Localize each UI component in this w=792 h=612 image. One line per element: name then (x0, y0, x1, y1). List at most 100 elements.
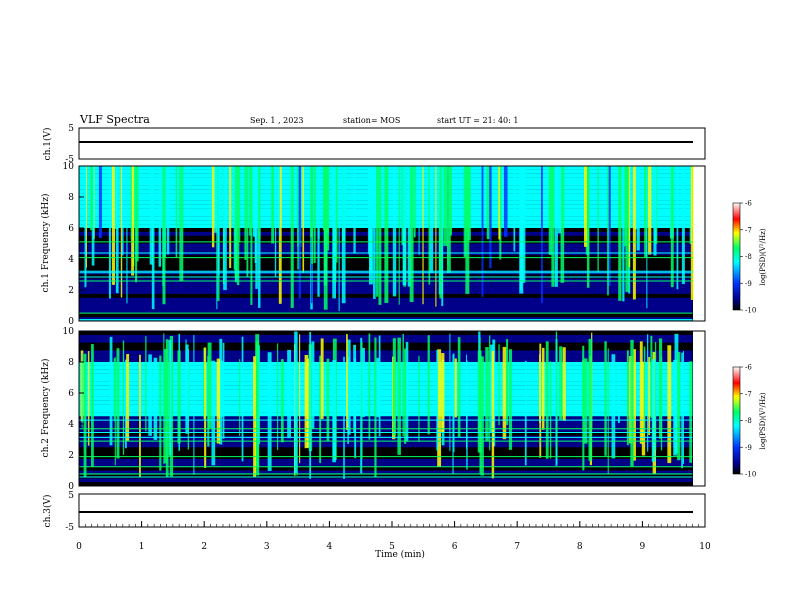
burst-mark (87, 351, 90, 446)
burst-mark (611, 354, 616, 459)
burst-mark (604, 341, 607, 456)
spectrogram-row (79, 431, 693, 436)
spectrogram-row (79, 362, 693, 366)
spectrogram-row (79, 443, 693, 448)
burst-mark (479, 337, 481, 474)
spectrogram-row (79, 338, 693, 343)
spectrogram-row (79, 416, 693, 421)
spectrogram-row (79, 393, 693, 397)
y-tick-label: 8 (68, 358, 74, 368)
burst-mark (162, 166, 166, 305)
burst-mark (362, 347, 365, 418)
burst-mark (376, 166, 379, 297)
burst-mark (454, 358, 457, 418)
burst-mark (114, 357, 116, 466)
burst-mark (522, 166, 526, 283)
ch1-voltage-panel: 5 -5 ch.1(V) (42, 124, 706, 165)
x-tick-label: 7 (514, 542, 520, 552)
spectrogram-row (79, 424, 693, 428)
burst-mark (650, 335, 653, 419)
burst-mark (648, 166, 652, 255)
burst-mark (277, 343, 279, 451)
spectrogram-row (79, 346, 693, 351)
spectrogram-row (79, 301, 693, 306)
burst-mark (554, 166, 558, 287)
spectrogram-row (79, 400, 693, 405)
burst-mark (323, 166, 328, 310)
spectrogram-row (79, 466, 693, 471)
spectrogram-row (79, 404, 693, 409)
spectrogram-row (79, 342, 693, 347)
burst-mark (253, 356, 256, 477)
burst-mark (139, 354, 141, 477)
burst-mark (216, 358, 221, 444)
burst-mark (625, 166, 630, 292)
burst-mark (175, 166, 178, 258)
y-tick-label: 10 (63, 162, 75, 172)
ch3-ytick-bottom: -5 (65, 523, 74, 533)
burst-mark (560, 166, 565, 283)
spectrogram-row (79, 412, 693, 417)
burst-mark (588, 338, 593, 461)
ch1-spectrogram-image (79, 166, 694, 321)
burst-mark (361, 341, 363, 460)
burst-mark (545, 341, 549, 459)
burst-mark (404, 348, 407, 444)
burst-mark (239, 166, 241, 242)
burst-mark (145, 336, 147, 432)
burst-mark (584, 166, 588, 247)
burst-mark (648, 356, 651, 436)
burst-mark (677, 351, 681, 461)
burst-mark (651, 359, 656, 462)
burst-mark (310, 166, 313, 238)
x-tick-label: 2 (201, 542, 207, 552)
spectrogram-row (79, 462, 693, 467)
burst-mark (164, 348, 168, 464)
burst-mark (211, 360, 216, 466)
burst-mark (508, 349, 513, 450)
spectrogram-row (79, 350, 693, 355)
burst-mark (498, 344, 500, 426)
spectrogram-row (79, 317, 693, 321)
burst-mark (122, 166, 124, 256)
ch1-spectrogram-frame (78, 165, 706, 322)
burst-mark (392, 338, 396, 436)
burst-mark (81, 353, 83, 428)
burst-mark (670, 166, 674, 288)
burst-mark (689, 361, 693, 463)
burst-mark (298, 166, 301, 299)
burst-mark (158, 166, 162, 267)
colorbar-tick-label: -7 (745, 226, 752, 234)
colorbar-tick-label: -9 (745, 444, 752, 452)
burst-mark (166, 166, 170, 255)
burst-mark (326, 358, 330, 441)
burst-mark (549, 361, 552, 459)
colorbar-tick-label: -10 (745, 307, 756, 315)
burst-mark (239, 359, 241, 436)
burst-mark (597, 166, 599, 272)
y-tick-label: 4 (68, 420, 74, 430)
burst-mark (502, 346, 507, 440)
burst-mark (234, 166, 238, 278)
burst-mark (126, 353, 130, 441)
burst-mark (326, 166, 329, 233)
burst-mark (618, 166, 622, 301)
burst-mark (304, 354, 309, 449)
colorbar-tick-label: -6 (745, 200, 752, 208)
spectrogram-row (79, 482, 693, 486)
burst-mark (368, 333, 371, 440)
ch3-voltage-frame (78, 493, 706, 528)
burst-mark (207, 356, 210, 447)
spectrogram-row (79, 396, 693, 401)
spectrogram-row (79, 354, 693, 359)
burst-mark (236, 166, 240, 286)
burst-mark (463, 166, 467, 257)
burst-mark (519, 166, 523, 291)
burst-mark (216, 166, 218, 310)
burst-mark (392, 166, 397, 297)
burst-mark (91, 344, 94, 467)
burst-mark (168, 361, 170, 457)
burst-mark (311, 341, 315, 429)
spectrogram-row (79, 474, 693, 479)
y-tick-label: 6 (68, 224, 74, 234)
